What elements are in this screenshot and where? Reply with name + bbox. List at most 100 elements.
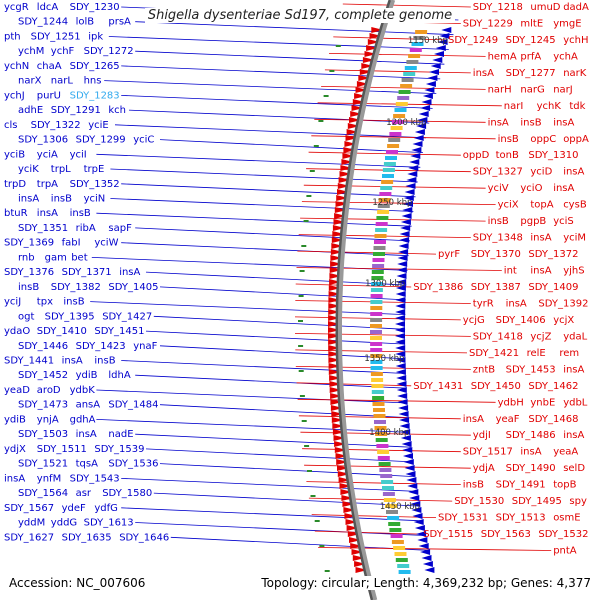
reverse-gene-label: SDY_1453: [506, 364, 556, 375]
feature-block: [378, 462, 391, 466]
reverse-gene-arrow: [332, 225, 345, 231]
reverse-gene-label: narI: [504, 101, 524, 112]
forward-gene-label: narL: [51, 76, 74, 87]
forward-gene-arrow: [405, 471, 416, 477]
forward-gene-arrow: [398, 249, 409, 255]
forward-gene-label: insA: [76, 429, 97, 440]
reverse-gene-label: SDY_1530: [454, 496, 504, 507]
feature-block: [408, 54, 421, 58]
forward-gene-label: bet: [71, 252, 88, 263]
forward-gene-label: cls: [4, 120, 18, 131]
reverse-leader-line: [294, 333, 471, 337]
feature-block: [372, 396, 385, 400]
forward-gene-label: yciB: [4, 149, 25, 160]
feature-block: [387, 144, 400, 148]
forward-gene-label: narX: [18, 76, 42, 87]
forward-gene-arrow: [408, 489, 419, 495]
forward-gene-label: ydiB: [4, 414, 26, 425]
kbp-tick-label: 1350 kbp: [364, 354, 404, 364]
feature-block: [394, 552, 407, 556]
feature-block: [386, 150, 398, 154]
forward-gene-label: SDY_1322: [31, 120, 81, 131]
reverse-gene-arrow: [366, 45, 379, 51]
reverse-gene-arrow: [346, 129, 359, 135]
forward-gene-label: purU: [37, 90, 61, 101]
forward-gene-arrow: [395, 309, 406, 315]
reverse-leader-line: [295, 300, 471, 304]
forward-gene-label: yciE: [88, 120, 109, 131]
forward-gene-label: ldhA: [108, 370, 130, 381]
reverse-leader-line: [303, 184, 486, 189]
reverse-gene-label: rem: [559, 348, 579, 359]
reverse-leader-line: [295, 283, 412, 288]
forward-gene-label: ynfM: [37, 473, 61, 484]
forward-gene-label: SDY_1613: [84, 518, 134, 529]
forward-leader-line: [110, 168, 418, 183]
forward-gene-arrow: [424, 87, 435, 93]
reverse-gene-arrow: [358, 75, 371, 81]
tick-mark: [329, 70, 335, 72]
reverse-gene-label: SDY_1392: [538, 299, 588, 310]
feature-block: [370, 300, 383, 304]
reverse-gene-label: SDY_1249: [448, 35, 498, 46]
forward-gene-arrow: [397, 399, 408, 405]
forward-leader-line: [135, 522, 425, 536]
feature-block: [380, 474, 393, 478]
feature-block: [371, 384, 384, 388]
feature-block: [382, 486, 394, 490]
forward-gene-arrow: [395, 351, 406, 357]
forward-gene-label: SDY_1536: [108, 459, 158, 470]
reverse-gene-arrow: [345, 519, 358, 525]
kbp-tick-label: 1250 kbp: [372, 198, 412, 208]
reverse-gene-arrow: [338, 177, 351, 183]
reverse-gene-arrow: [328, 363, 341, 369]
reverse-gene-label: ynbE: [530, 397, 555, 408]
reverse-gene-label: oppD: [463, 150, 490, 161]
forward-gene-arrow: [401, 213, 412, 219]
reverse-gene-labels: SDY_1218 umuD dadA SDY_1229 mltE ymgE SDY_1249…: [413, 2, 589, 557]
reverse-gene-label: yciS: [553, 216, 574, 227]
reverse-gene-arrow: [337, 465, 349, 471]
forward-gene-label: ydaO: [4, 326, 30, 337]
feature-block: [376, 216, 389, 220]
forward-leader-line: [121, 242, 409, 257]
feature-block: [388, 522, 401, 526]
feature-block: [373, 408, 385, 412]
reverse-gene-arrow: [335, 453, 348, 459]
forward-gene-label: SDY_1441: [4, 356, 54, 367]
reverse-leader-line: [300, 217, 486, 222]
forward-gene-arrow: [399, 237, 410, 243]
reverse-gene-arrow: [328, 291, 341, 297]
reverse-gene-arrow: [334, 213, 347, 219]
feature-block: [370, 306, 383, 310]
forward-gene-arrow: [399, 417, 410, 423]
feature-block: [388, 138, 401, 142]
feature-block: [413, 36, 426, 40]
reverse-gene-label: yciM: [563, 233, 586, 244]
reverse-gene-label: SDY_1277: [506, 68, 556, 79]
reverse-gene-label: tyrR: [473, 299, 494, 310]
feature-block: [383, 162, 396, 166]
feature-block: [382, 168, 395, 172]
feature-block: [371, 282, 384, 286]
forward-leader-line: [96, 212, 412, 227]
feature-block: [370, 324, 382, 328]
tick-mark: [298, 320, 303, 322]
forward-gene-arrow: [400, 435, 411, 441]
feature-block: [415, 30, 428, 34]
forward-gene-label: insB: [51, 194, 72, 205]
reverse-gene-label: narK: [563, 68, 587, 79]
reverse-gene-label: insA: [553, 183, 574, 194]
reverse-gene-label: topB: [553, 480, 576, 491]
feature-block: [374, 234, 387, 238]
forward-gene-arrow: [406, 477, 417, 483]
feature-block: [375, 222, 388, 226]
feature-block: [381, 480, 394, 484]
forward-gene-label: yciJ: [4, 297, 21, 308]
forward-gene-arrow: [418, 111, 429, 117]
forward-gene-arrow: [395, 285, 406, 291]
reverse-gene-arrow: [352, 99, 365, 105]
reverse-gene-label: insA: [463, 414, 484, 425]
feature-block: [411, 42, 424, 46]
reverse-leader-line: [308, 497, 453, 502]
